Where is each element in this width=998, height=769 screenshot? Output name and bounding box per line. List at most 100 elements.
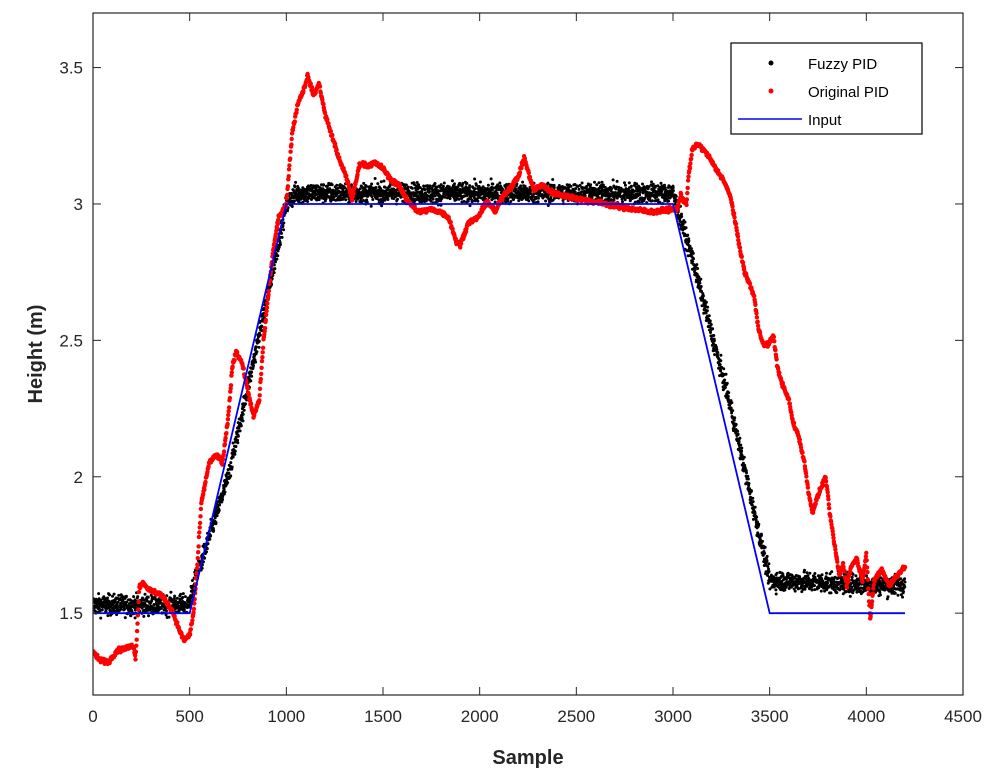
original-pid-point xyxy=(206,464,211,469)
fuzzy-pid-point xyxy=(697,275,701,279)
fuzzy-pid-point xyxy=(250,374,254,378)
fuzzy-pid-point xyxy=(183,595,187,599)
fuzzy-pid-point xyxy=(732,418,736,422)
fuzzy-pid-point xyxy=(376,182,380,186)
fuzzy-pid-point xyxy=(722,367,726,371)
series-layer xyxy=(93,71,908,667)
fuzzy-pid-point xyxy=(724,372,728,376)
fuzzy-pid-point xyxy=(878,590,882,594)
fuzzy-pid-point xyxy=(231,441,235,445)
fuzzy-pid-point xyxy=(173,594,177,598)
fuzzy-pid-point xyxy=(747,482,751,485)
fuzzy-pid-point xyxy=(200,566,204,570)
fuzzy-pid-point xyxy=(654,184,658,188)
fuzzy-pid-point xyxy=(878,593,882,597)
fuzzy-pid-point xyxy=(396,197,399,201)
fuzzy-pid-point xyxy=(272,271,276,275)
fuzzy-pid-point xyxy=(740,446,744,450)
original-pid-point xyxy=(225,421,230,427)
fuzzy-pid-point xyxy=(903,585,907,589)
fuzzy-pid-point xyxy=(726,394,730,398)
fuzzy-pid-point xyxy=(552,183,556,187)
fuzzy-pid-point xyxy=(738,457,742,461)
fuzzy-pid-point xyxy=(708,319,712,323)
original-pid-point xyxy=(263,317,268,323)
fuzzy-pid-point xyxy=(729,406,733,410)
fuzzy-pid-point xyxy=(650,180,653,184)
fuzzy-pid-point xyxy=(536,200,540,204)
fuzzy-pid-point xyxy=(427,189,431,193)
fuzzy-pid-point xyxy=(215,514,219,518)
fuzzy-pid-point xyxy=(659,181,663,185)
fuzzy-pid-point xyxy=(450,179,454,183)
fuzzy-pid-point xyxy=(783,588,787,592)
fuzzy-pid-point xyxy=(875,586,879,590)
original-pid-point xyxy=(198,506,204,512)
fuzzy-pid-point xyxy=(638,190,642,194)
fuzzy-pid-point xyxy=(442,181,446,185)
fuzzy-pid-point xyxy=(656,184,660,188)
fuzzy-pid-point xyxy=(236,441,240,445)
fuzzy-pid-point xyxy=(379,180,383,184)
original-pid-point xyxy=(265,301,270,306)
fuzzy-pid-point xyxy=(663,199,667,203)
fuzzy-pid-point xyxy=(689,247,693,251)
fuzzy-pid-point xyxy=(370,182,374,186)
fuzzy-pid-point xyxy=(597,181,601,185)
fuzzy-pid-point xyxy=(433,194,437,198)
fuzzy-pid-point xyxy=(425,197,429,201)
fuzzy-pid-point xyxy=(509,200,513,203)
fuzzy-pid-point xyxy=(704,300,708,304)
fuzzy-pid-point xyxy=(800,590,804,594)
fuzzy-pid-point xyxy=(99,616,103,620)
fuzzy-pid-point xyxy=(506,199,510,203)
fuzzy-pid-point xyxy=(574,187,578,191)
fuzzy-pid-point xyxy=(471,199,475,203)
original-pid-point xyxy=(259,371,264,377)
fuzzy-pid-point xyxy=(380,204,384,208)
original-pid-point xyxy=(229,373,234,378)
fuzzy-pid-point xyxy=(796,587,800,591)
fuzzy-pid-point xyxy=(608,194,612,198)
fuzzy-pid-point xyxy=(635,182,638,186)
fuzzy-pid-point xyxy=(651,182,655,186)
fuzzy-pid-point xyxy=(394,188,398,192)
original-pid-point xyxy=(274,226,280,231)
fuzzy-pid-point xyxy=(244,402,247,406)
original-pid-point xyxy=(294,107,299,113)
fuzzy-pid-point xyxy=(106,614,110,618)
fuzzy-pid-point xyxy=(221,494,225,498)
fuzzy-pid-point xyxy=(190,579,194,582)
fuzzy-pid-point xyxy=(461,181,465,185)
fuzzy-pid-point xyxy=(486,188,490,192)
fuzzy-pid-point xyxy=(660,189,664,193)
fuzzy-pid-point xyxy=(447,185,451,189)
original-pid-point xyxy=(187,632,193,637)
original-pid-point xyxy=(287,163,292,168)
fuzzy-pid-point xyxy=(429,199,433,203)
fuzzy-pid-point xyxy=(100,608,104,612)
fuzzy-pid-point xyxy=(893,591,897,595)
fuzzy-pid-point xyxy=(116,600,120,604)
fuzzy-pid-point xyxy=(282,221,286,225)
fuzzy-pid-point xyxy=(804,577,808,581)
fuzzy-pid-point xyxy=(97,592,101,596)
original-pid-point xyxy=(195,562,200,567)
fuzzy-pid-point xyxy=(506,197,510,201)
fuzzy-pid-point xyxy=(547,193,550,197)
fuzzy-pid-point xyxy=(751,500,755,504)
fuzzy-pid-point xyxy=(774,582,778,586)
fuzzy-pid-point xyxy=(373,177,377,180)
fuzzy-pid-point xyxy=(490,188,494,192)
fuzzy-pid-point xyxy=(698,281,702,285)
original-pid-point xyxy=(226,409,231,414)
original-pid-point xyxy=(229,370,234,375)
fuzzy-pid-point xyxy=(519,184,523,188)
fuzzy-pid-point xyxy=(140,606,144,610)
fuzzy-pid-point xyxy=(233,449,237,453)
fuzzy-pid-point xyxy=(136,595,140,599)
fuzzy-pid-point xyxy=(684,226,688,230)
fuzzy-pid-point xyxy=(883,588,887,592)
fuzzy-pid-point xyxy=(241,419,245,423)
fuzzy-pid-point xyxy=(236,434,240,438)
